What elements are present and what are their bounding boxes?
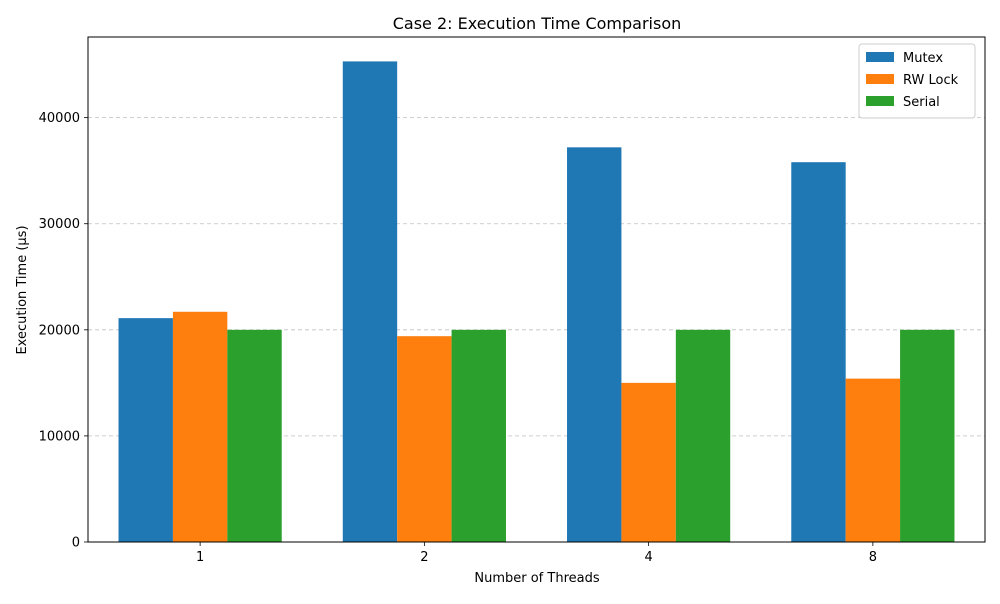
x-axis-label: Number of Threads <box>474 571 599 586</box>
axes <box>84 36 986 546</box>
bar-rw-lock-4 <box>621 382 676 542</box>
y-tick-label: 0 <box>72 536 80 551</box>
legend-label: Mutex <box>903 51 943 66</box>
y-axis-label: Execution Time (µs) <box>15 225 30 354</box>
tick-labels: 0 10000 20000 30000 40000 1 2 4 8 <box>39 111 877 565</box>
bar-rw-lock-2 <box>397 336 452 542</box>
plot-frame <box>87 36 986 543</box>
bar-serial-1 <box>227 329 282 542</box>
legend-label: RW Lock <box>903 73 959 88</box>
legend-label: Serial <box>903 95 940 110</box>
bar-rw-lock-8 <box>845 378 901 542</box>
x-tick-label: 1 <box>196 550 204 565</box>
bar-serial-2 <box>451 329 506 542</box>
bar-mutex-1 <box>118 318 173 542</box>
bar-serial-4 <box>675 329 731 542</box>
bar-mutex-2 <box>342 61 398 543</box>
x-tick-label: 4 <box>644 550 652 565</box>
bar-serial-8 <box>900 329 955 542</box>
y-tick-label: 10000 <box>39 429 80 444</box>
legend-swatch <box>866 96 894 106</box>
chart-title: Case 2: Execution Time Comparison <box>393 14 682 33</box>
legend-swatch <box>866 52 894 62</box>
x-tick-label: 2 <box>420 550 428 565</box>
legend: Mutex RW Lock Serial <box>858 43 976 119</box>
bars <box>118 61 955 543</box>
legend-swatch <box>866 74 894 84</box>
y-tick-label: 20000 <box>39 323 80 338</box>
y-tick-label: 30000 <box>39 217 80 232</box>
x-tick-label: 8 <box>869 550 877 565</box>
bar-rw-lock-1 <box>172 311 228 542</box>
y-tick-label: 40000 <box>39 111 80 126</box>
bar-mutex-8 <box>791 162 846 542</box>
bar-mutex-4 <box>567 147 622 543</box>
